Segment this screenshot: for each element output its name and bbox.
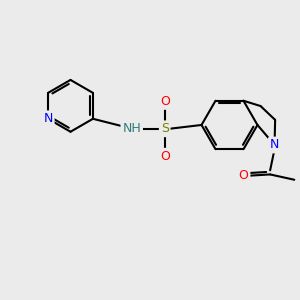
Text: NH: NH — [122, 122, 141, 135]
Text: O: O — [160, 150, 170, 163]
Text: O: O — [239, 169, 249, 182]
Text: N: N — [44, 112, 53, 125]
Text: N: N — [270, 139, 279, 152]
Text: S: S — [161, 122, 169, 135]
Text: O: O — [160, 95, 170, 108]
